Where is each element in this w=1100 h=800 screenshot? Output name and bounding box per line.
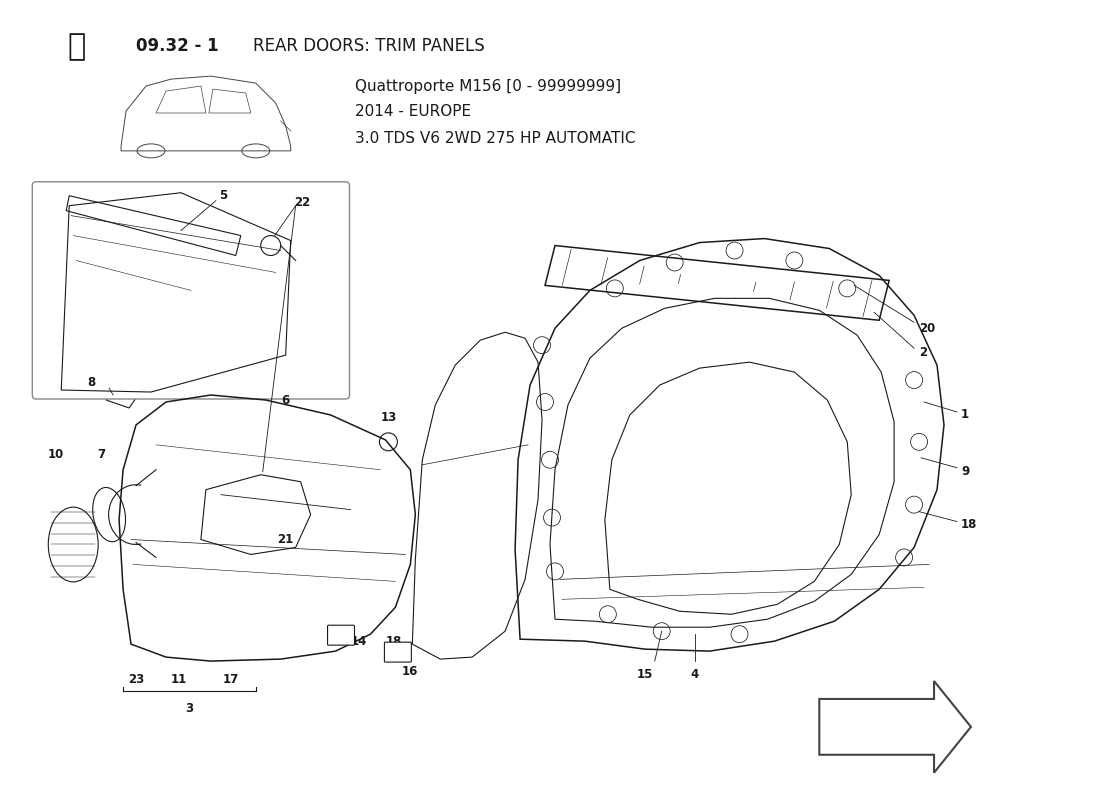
Text: 4: 4	[691, 667, 698, 681]
Text: 6: 6	[282, 394, 289, 406]
Text: Quattroporte M156 [0 - 99999999]: Quattroporte M156 [0 - 99999999]	[355, 78, 622, 94]
Text: 8: 8	[87, 375, 96, 389]
Text: ⛨: ⛨	[67, 32, 86, 61]
Text: 17: 17	[222, 673, 239, 686]
Text: 14: 14	[350, 634, 366, 648]
Text: 21: 21	[277, 533, 294, 546]
FancyBboxPatch shape	[328, 626, 354, 645]
Text: 15: 15	[637, 667, 653, 681]
Text: 22: 22	[295, 196, 311, 209]
Text: REAR DOORS: TRIM PANELS: REAR DOORS: TRIM PANELS	[253, 38, 484, 55]
Text: 3.0 TDS V6 2WD 275 HP AUTOMATIC: 3.0 TDS V6 2WD 275 HP AUTOMATIC	[355, 131, 636, 146]
Text: 1: 1	[961, 409, 969, 422]
Text: 3: 3	[185, 702, 192, 715]
Text: 13: 13	[381, 411, 396, 425]
Text: 11: 11	[170, 673, 187, 686]
Text: 9: 9	[961, 466, 969, 478]
Text: 2014 - EUROPE: 2014 - EUROPE	[355, 103, 472, 118]
Text: 16: 16	[403, 665, 418, 678]
Text: 09.32 - 1: 09.32 - 1	[136, 38, 219, 55]
FancyBboxPatch shape	[32, 182, 350, 399]
Text: 18: 18	[385, 634, 402, 648]
Text: 2: 2	[920, 346, 927, 358]
FancyBboxPatch shape	[384, 642, 411, 662]
Text: 23: 23	[128, 673, 144, 686]
Text: 20: 20	[920, 322, 935, 334]
Text: 5: 5	[219, 190, 227, 202]
Text: 18: 18	[961, 518, 977, 531]
Text: 7: 7	[97, 448, 106, 462]
Text: 10: 10	[48, 448, 65, 462]
